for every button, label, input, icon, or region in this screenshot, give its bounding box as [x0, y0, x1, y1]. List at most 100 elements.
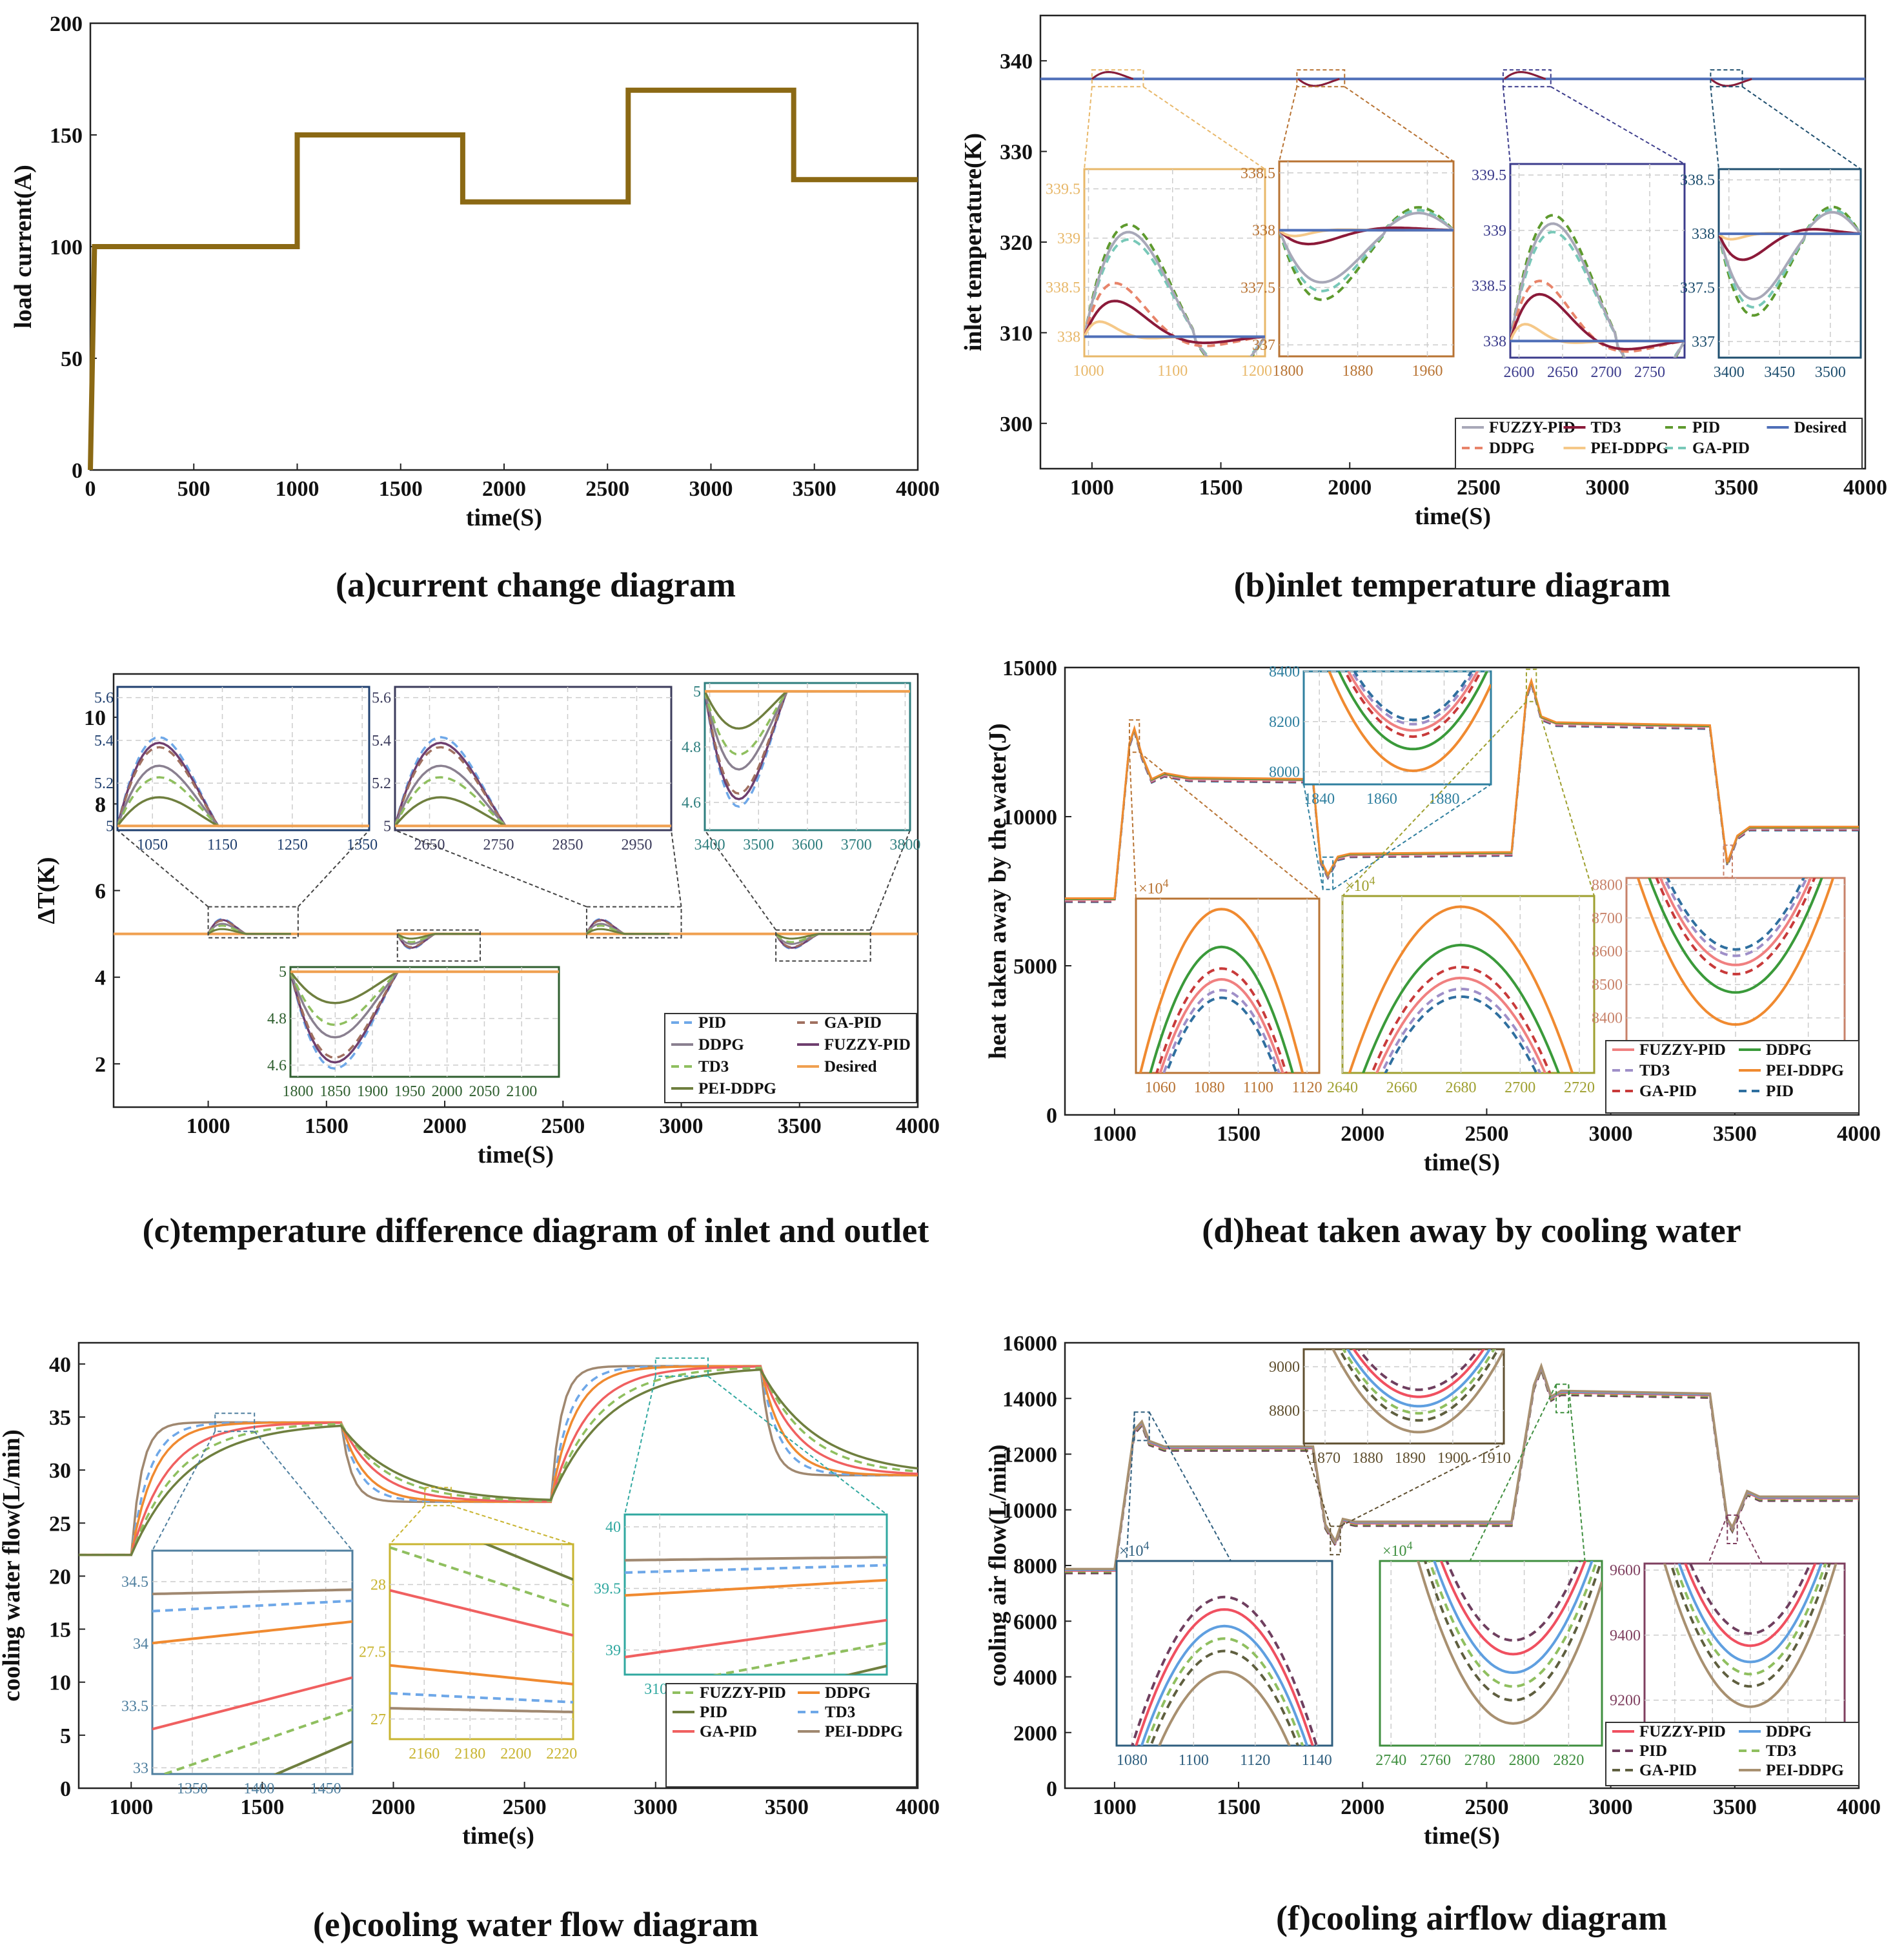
main-PID [79, 1368, 918, 1556]
y-tick-label: 40 [49, 1353, 71, 1377]
inset-curve-DDPG [1510, 280, 1685, 353]
legend-label-Desired: Desired [1794, 419, 1847, 436]
inset-curve-TD3 [152, 1599, 352, 1613]
x-tick-label: 2500 [541, 1114, 585, 1138]
legend-label-TD3: TD3 [698, 1058, 729, 1076]
inset-x-tick-label: 1080 [1194, 1079, 1225, 1096]
x-tick-label: 1500 [379, 477, 423, 501]
zoom-connector [1502, 87, 1511, 165]
inset-curve-TD3 [1673, 1564, 1827, 1676]
inset-curve-FUZZY-PID [1510, 222, 1685, 358]
bump-TD3 [1297, 77, 1340, 87]
inset-curve-DDPG [390, 1664, 573, 1686]
inset-y-tick-label: 8600 [1592, 944, 1623, 961]
inset-curve-DDPG [152, 1620, 352, 1645]
inset-curves [1636, 878, 1835, 1026]
inset-curve-GA-PID [1337, 1349, 1500, 1422]
inset-curve-DDPG [1140, 1624, 1309, 1746]
inset-curve-PEI-DDPG [625, 1556, 887, 1562]
inset-curve-FUZZY-PID [1084, 230, 1265, 356]
x-tick-label: 1000 [109, 1795, 153, 1819]
x-tick-label: 1000 [276, 477, 319, 501]
legend-label-DDPG: DDPG [1766, 1041, 1812, 1059]
inset-x-tick-label: 2750 [1634, 364, 1665, 381]
inset-y-tick-label: 8700 [1592, 910, 1623, 927]
inset-curves [1084, 223, 1265, 356]
inset-y-tick-label: 5.2 [372, 775, 391, 792]
x-tick-label: 2000 [1328, 476, 1372, 500]
x-tick-label: 1000 [187, 1114, 230, 1138]
inset-curve-PID [1131, 1595, 1318, 1746]
inset-curve-TD3 [625, 1564, 887, 1574]
inset-y-tick-label: 8400 [1592, 1010, 1623, 1027]
inset-curve-PID [1279, 206, 1453, 301]
x-tick-label: 3500 [793, 477, 836, 501]
inset-x-tick-label: 1120 [1292, 1079, 1322, 1096]
inset-y-tick-label: 8800 [1269, 1403, 1300, 1420]
inset-y-tick-label: 337 [1252, 337, 1275, 354]
inset-curve-FUZZY-PID [160, 1708, 352, 1774]
inset-x-tick-label: 1880 [1429, 791, 1460, 808]
legend-box [664, 1013, 917, 1103]
inset-curve-PID [1666, 878, 1805, 951]
zoom-connector [1741, 86, 1861, 170]
main-PEI-DDPG [207, 928, 291, 935]
inset-x-tick-label: 2600 [1504, 364, 1535, 381]
y-tick-label: 310 [1000, 321, 1033, 345]
inset-y-tick-label: 39.5 [594, 1580, 621, 1597]
y-tick-label: 300 [1000, 413, 1033, 436]
legend-box [665, 1683, 917, 1788]
inset-x-tick-label: 2750 [483, 837, 514, 853]
inset-y-tick-label: 5 [106, 818, 114, 835]
inset-y-tick-label: 4.8 [682, 739, 701, 756]
zoom-connector [1342, 701, 1527, 897]
inset-curve-GA-PID [1149, 1649, 1300, 1746]
legend-label-FUZZY-PID: FUZZY-PID [1639, 1723, 1726, 1740]
y-tick-label: 0 [1046, 1104, 1057, 1128]
inset-x-tick-label: 1100 [1179, 1752, 1209, 1769]
inset-curve-PID [1719, 205, 1861, 317]
legend-label-FUZZY-PID: FUZZY-PID [824, 1036, 911, 1054]
inset-x-tick-label: 1140 [1302, 1752, 1332, 1769]
inset-x-tick-label: 1400 [243, 1780, 274, 1797]
inset-curves [152, 1588, 352, 1774]
zoom-connector [707, 1375, 887, 1515]
x-tick-label: 4000 [896, 477, 940, 501]
x-tick-label: 1000 [1093, 1122, 1137, 1146]
inset-x-tick-label: 1860 [1366, 791, 1397, 808]
legend-label-DDPG: DDPG [698, 1036, 744, 1054]
y-tick-label: 25 [49, 1512, 71, 1536]
inset-curve-GA-PID [1669, 1564, 1831, 1688]
zoom-connector [394, 830, 587, 908]
x-tick-label: 2500 [1457, 476, 1501, 500]
legend-label-PEI-DDPG: PEI-DDPG [1766, 1062, 1844, 1079]
inset: 2740 2760 2780 2800 2820×104 [1375, 1539, 1603, 1769]
inset-x-tick-label: 3600 [792, 837, 823, 853]
legend-label-GA-PID: GA-PID [824, 1014, 882, 1032]
inset-y-tick-label: 338.5 [1241, 165, 1275, 182]
inset-x-tick-label: 1250 [277, 837, 308, 853]
zoom-connector [1332, 784, 1492, 890]
zoom-source [1133, 1411, 1150, 1442]
inset-y-tick-label: 339.5 [1046, 181, 1080, 198]
legend-label-FUZZY-PID: FUZZY-PID [1489, 419, 1575, 436]
inset: 1060 1080 1100 1120×104 [1135, 877, 1322, 1096]
inset-curve-PEI-DDPG [1332, 1349, 1504, 1434]
inset-y-tick-label: 338.5 [1472, 278, 1506, 295]
zoom-connector [298, 830, 370, 908]
legend-label-TD3: TD3 [1591, 419, 1621, 436]
inset-curve-GA-PID [390, 1589, 573, 1637]
zoom-source [1322, 856, 1334, 890]
zoom-source [396, 929, 481, 962]
inset-curve-DDPG [1346, 1349, 1492, 1408]
legend-label-GA-PID: GA-PID [1639, 1762, 1697, 1779]
inset-curve-DDPG [1337, 671, 1489, 751]
panel-a: 0 500 1000 1500 2000 2500 3000 3500 4000 0 50 100 15… [10, 12, 940, 531]
zoom-source [585, 906, 682, 939]
inset-x-tick-label: 3400 [1714, 364, 1745, 381]
y-tick-label: 150 [50, 124, 83, 148]
inset-exponent-power: 4 [1144, 1539, 1149, 1552]
inset-x-tick-label: 1880 [1352, 1450, 1383, 1467]
bump-TD3 [1710, 77, 1752, 87]
main-PEI-DDPG [396, 933, 480, 940]
